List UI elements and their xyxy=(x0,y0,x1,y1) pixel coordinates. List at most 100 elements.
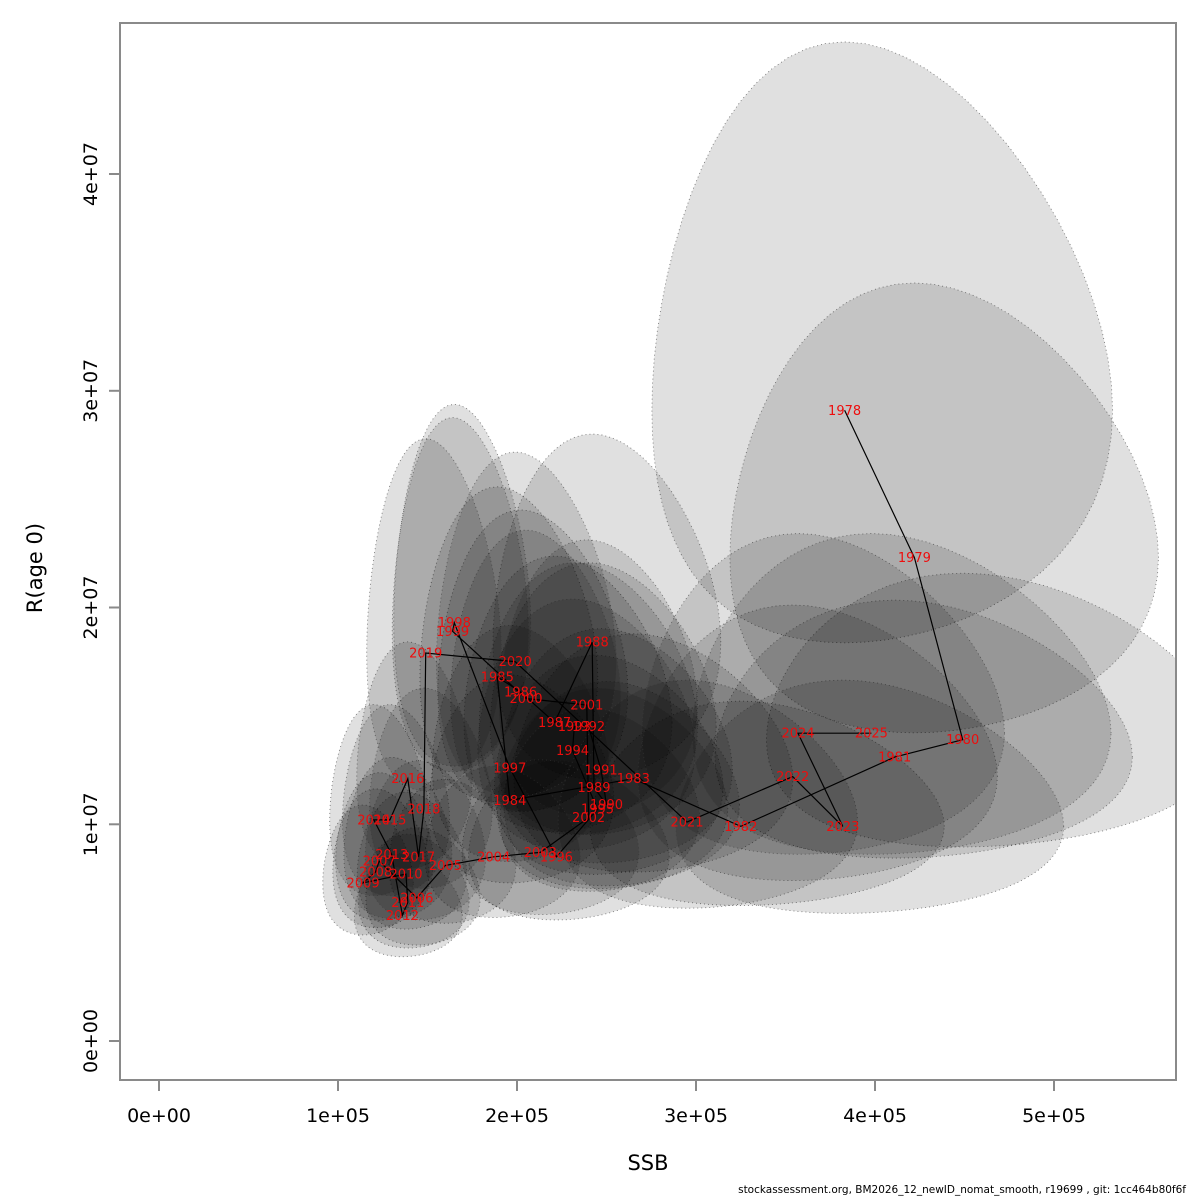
confidence-ellipse-1996 xyxy=(468,760,670,921)
confidence-ellipse-2006 xyxy=(365,827,481,946)
y-tick-label: 0e+00 xyxy=(80,1009,102,1073)
confidence-ellipse-1989 xyxy=(493,654,724,875)
confidence-ellipse-1995 xyxy=(496,687,729,890)
year-label-1983: 1983 xyxy=(617,772,650,787)
confidence-ellipse-2001 xyxy=(498,539,698,817)
year-label-1996: 1996 xyxy=(540,850,573,865)
confidence-ellipse-1991 xyxy=(499,628,733,864)
year-label-2017: 2017 xyxy=(402,850,435,865)
year-label-2007: 2007 xyxy=(363,855,396,870)
confidence-ellipse-1999 xyxy=(391,417,529,773)
year-label-1984: 1984 xyxy=(493,794,526,809)
confidence-ellipse-2003 xyxy=(461,759,640,916)
year-label-2001: 2001 xyxy=(570,699,603,714)
confidence-ellipse-2016 xyxy=(356,641,473,870)
confidence-ellipse-2018 xyxy=(369,687,493,890)
confidence-ellipse-2020 xyxy=(435,451,617,798)
confidence-ellipse-2009 xyxy=(322,804,414,936)
year-label-1990: 1990 xyxy=(590,798,623,813)
y-tick-label: 1e+07 xyxy=(80,792,102,856)
confidence-ellipse-1986 xyxy=(437,509,629,813)
confidence-ellipse-1983 xyxy=(513,633,794,873)
year-label-2002: 2002 xyxy=(572,811,605,826)
confidence-ellipse-1997 xyxy=(431,624,610,863)
year-label-1997: 1997 xyxy=(493,761,526,776)
x-tick-label: 5e+05 xyxy=(1022,1105,1086,1127)
year-label-1995: 1995 xyxy=(581,803,614,818)
year-label-1980: 1980 xyxy=(946,733,979,748)
year-label-2020: 2020 xyxy=(499,655,532,670)
year-label-1982: 1982 xyxy=(724,820,757,835)
confidence-ellipse-1992 xyxy=(489,562,717,835)
year-label-2023: 2023 xyxy=(826,820,859,835)
y-tick-label: 4e+07 xyxy=(80,142,102,206)
confidence-ellipse-1980 xyxy=(765,572,1175,848)
year-label-2012: 2012 xyxy=(386,909,419,924)
year-label-2003: 2003 xyxy=(524,846,557,861)
confidence-ellipse-1993 xyxy=(478,562,699,835)
year-label-1994: 1994 xyxy=(556,744,589,759)
year-labels: 1978 1979 1980 1981 1982 1983 1984 198519861987… xyxy=(347,404,980,924)
x-tick-label: 2e+05 xyxy=(485,1105,549,1127)
year-label-1989: 1989 xyxy=(577,781,610,796)
confidence-ellipse-1979 xyxy=(729,282,1159,734)
year-label-1979: 1979 xyxy=(898,551,931,566)
confidence-ellipse-2004 xyxy=(424,765,581,918)
year-label-1991: 1991 xyxy=(585,764,618,779)
confidence-ellipse-2015 xyxy=(342,704,451,897)
year-label-2006: 2006 xyxy=(400,891,433,906)
confidence-ellipses xyxy=(322,41,1175,958)
year-label-1993: 1993 xyxy=(558,720,591,735)
year-label-2015: 2015 xyxy=(373,813,406,828)
confidence-ellipse-2021 xyxy=(557,679,859,909)
year-label-2005: 2005 xyxy=(429,859,462,874)
x-tick-label: 1e+05 xyxy=(306,1105,370,1127)
confidence-ellipse-2011 xyxy=(358,833,470,949)
y-axis: 0e+00 1e+07 2e+07 3e+07 4e+07 xyxy=(80,142,120,1073)
year-label-2000: 2000 xyxy=(509,692,542,707)
confidence-ellipse-1990 xyxy=(503,680,740,887)
year-label-2024: 2024 xyxy=(781,727,814,742)
year-label-1981: 1981 xyxy=(878,751,911,766)
year-label-1999: 1999 xyxy=(436,625,469,640)
year-label-2019: 2019 xyxy=(409,647,442,662)
plot-box xyxy=(119,22,1177,1081)
confidence-ellipse-2010 xyxy=(356,791,468,930)
x-axis: 0e+00 1e+05 2e+05 3e+05 4e+05 5e+05 xyxy=(127,1080,1086,1127)
confidence-ellipse-2014 xyxy=(329,704,430,897)
confidence-ellipse-2024 xyxy=(641,533,1005,855)
year-label-2013: 2013 xyxy=(375,848,408,863)
x-tick-label: 3e+05 xyxy=(664,1105,728,1127)
footer-note: stockassessment.org, BM2026_12_newID_nom… xyxy=(738,1184,1186,1196)
year-label-1978: 1978 xyxy=(828,404,861,419)
year-label-1988: 1988 xyxy=(576,636,609,651)
year-label-2010: 2010 xyxy=(389,868,422,883)
confidence-ellipse-1988 xyxy=(492,433,722,780)
y-axis-title: R(age 0) xyxy=(23,523,47,613)
year-label-1987: 1987 xyxy=(538,716,571,731)
confidence-ellipse-2022 xyxy=(637,604,998,882)
confidence-ellipse-2000 xyxy=(450,529,622,812)
year-label-1992: 1992 xyxy=(572,720,605,735)
confidence-ellipse-2013 xyxy=(343,756,453,919)
confidence-ellipse-1978 xyxy=(651,41,1114,644)
trajectory-line xyxy=(360,410,964,918)
year-label-2009: 2009 xyxy=(347,876,380,891)
confidence-ellipse-1984 xyxy=(429,674,615,884)
confidence-ellipse-2005 xyxy=(388,778,517,924)
confidence-ellipse-2007 xyxy=(335,772,434,921)
x-tick-label: 4e+05 xyxy=(843,1105,907,1127)
year-label-2011: 2011 xyxy=(391,896,424,911)
year-label-1985: 1985 xyxy=(481,670,514,685)
year-label-1986: 1986 xyxy=(504,686,537,701)
year-label-1998: 1998 xyxy=(438,616,471,631)
year-label-2025: 2025 xyxy=(855,727,888,742)
year-trajectory-path xyxy=(360,410,964,918)
year-label-2021: 2021 xyxy=(670,816,703,831)
confidence-ellipse-2019 xyxy=(366,438,502,792)
year-label-2008: 2008 xyxy=(359,865,392,880)
confidence-ellipse-1981 xyxy=(714,599,1133,859)
year-label-2014: 2014 xyxy=(357,813,390,828)
